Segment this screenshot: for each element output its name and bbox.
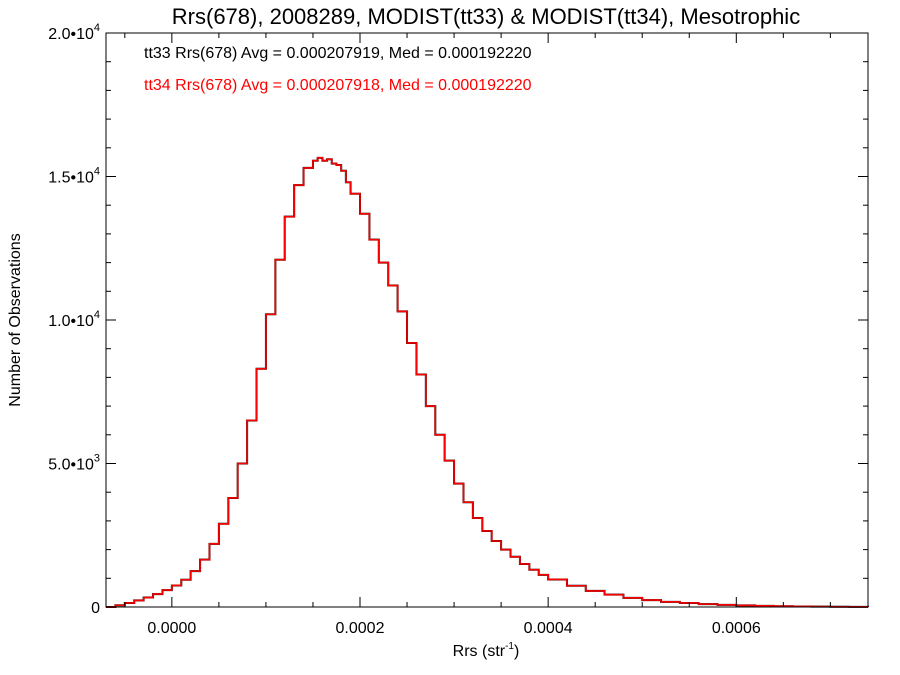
x-axis-label-close: ) <box>514 643 519 660</box>
y-axis: 0 5.0•103 1.0•104 1.5•104 2.0•104 <box>48 22 868 617</box>
x-axis-label-sup: -1 <box>505 641 514 652</box>
x-tick-label: 0.0000 <box>147 620 196 637</box>
y-tick-label: 1.5•104 <box>48 166 100 187</box>
y-tick-label: 2.0•104 <box>48 22 100 43</box>
x-tick-label: 0.0006 <box>712 620 761 637</box>
y-tick-label: 1.0•104 <box>48 309 100 330</box>
x-axis-label: Rrs (str-1) <box>453 641 520 660</box>
y-tick-label: 0 <box>91 600 100 617</box>
x-tick-label: 0.0004 <box>524 620 573 637</box>
series-tt33 <box>106 156 869 608</box>
y-tick-label: 5.0•103 <box>48 453 100 474</box>
x-tick-label: 0.0002 <box>336 620 385 637</box>
annotation-tt34: tt34 Rrs(678) Avg = 0.000207918, Med = 0… <box>144 77 532 94</box>
series-layer <box>106 156 869 608</box>
x-axis-label-main: Rrs (str <box>453 643 506 660</box>
series-tt34 <box>106 157 869 608</box>
chart-title: Rrs(678), 2008289, MODIST(tt33) & MODIST… <box>172 4 800 29</box>
annotation-tt33: tt33 Rrs(678) Avg = 0.000207919, Med = 0… <box>144 45 532 62</box>
plot-frame <box>105 32 869 608</box>
y-axis-label: Number of Observations <box>7 233 24 406</box>
x-axis: 0.0000 0.0002 0.0004 0.0006 <box>124 33 831 637</box>
